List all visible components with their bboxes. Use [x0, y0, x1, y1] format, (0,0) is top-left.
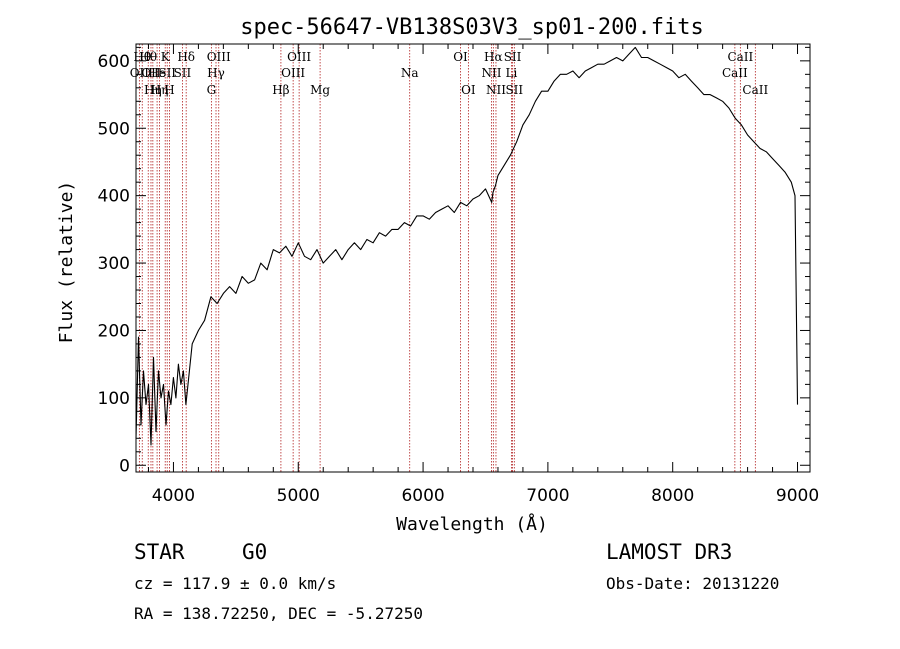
survey-name: LAMOST DR3: [606, 540, 733, 564]
reference-line-label: OII: [141, 66, 161, 80]
reference-line-label: Hγ: [207, 66, 225, 80]
reference-line-label: OIII: [281, 66, 305, 80]
plot-frame: [135, 43, 811, 473]
chart-title: spec-56647-VB138S03V3_sp01-200.fits: [240, 15, 704, 40]
y-tick-label: 300: [98, 254, 130, 274]
redshift-velocity: cz = 117.9 ± 0.0 km/s: [134, 574, 337, 593]
reference-line-label: OII: [130, 66, 150, 80]
reference-line-label: OI: [453, 50, 468, 64]
x-tick-label: 9000: [776, 486, 819, 506]
reference-line-label: CaII: [722, 66, 748, 80]
reference-line-label: CaII: [727, 50, 753, 64]
x-axis-label: Wavelength (Å): [396, 513, 548, 535]
x-tick-label: 8000: [651, 486, 694, 506]
x-tick-label: 5000: [277, 486, 320, 506]
reference-line-label: OIII: [207, 50, 231, 64]
x-tick-label: 4000: [152, 486, 195, 506]
obs-date: Obs-Date: 20131220: [606, 574, 780, 593]
reference-line-label: SII: [504, 50, 522, 64]
y-tick-label: 600: [98, 52, 130, 72]
reference-line-label: SII: [158, 66, 176, 80]
reference-line-label: Hβ: [272, 83, 289, 97]
reference-line-label: Mg: [310, 83, 330, 97]
y-tick-label: 500: [98, 119, 130, 139]
x-axis: 4000 5000 6000 7000 8000 9000: [147, 44, 819, 506]
reference-line-label: Hη: [144, 83, 162, 97]
reference-line-label: Hα: [484, 50, 503, 64]
reference-line-label: CaII: [742, 83, 768, 97]
y-tick-label: 100: [98, 389, 130, 409]
reference-lines: [138, 44, 756, 472]
reference-line-label: Hθ: [139, 50, 157, 64]
x-tick-label: 6000: [401, 486, 444, 506]
y-tick-label: 0: [119, 456, 130, 476]
reference-line-label: SII: [505, 83, 523, 97]
y-axis: 0 100 200 300 400 500 600: [98, 46, 810, 476]
reference-line-label: SII: [174, 66, 192, 80]
reference-line-label: G: [207, 83, 217, 97]
reference-line-label: OIII: [287, 50, 311, 64]
reference-line-label: OI: [461, 83, 476, 97]
y-tick-label: 400: [98, 187, 130, 207]
coordinates: RA = 138.72250, DEC = -5.27250: [134, 604, 423, 623]
reference-line-label: Hδ: [177, 50, 195, 64]
reference-line-label: NII: [486, 83, 506, 97]
subclass: G0: [242, 540, 268, 564]
spectrum-line: [135, 46, 799, 446]
y-axis-label: Flux (relative): [56, 181, 77, 344]
object-class: STAR: [134, 540, 185, 564]
reference-line-label: Li: [506, 66, 518, 80]
reference-line-label: He: [148, 66, 166, 80]
reference-line-labels: OIIHθHθOIIHηHeHηKSIIHSIIHδGHγOIIIHβOIIIO…: [130, 50, 769, 97]
reference-line-label: Na: [401, 66, 419, 80]
reference-line-label: H: [164, 83, 174, 97]
y-tick-label: 200: [98, 321, 130, 341]
reference-line-label: Hη: [151, 83, 169, 97]
x-tick-label: 7000: [526, 486, 569, 506]
reference-line-label: NII: [481, 66, 501, 80]
reference-line-label: K: [161, 50, 171, 64]
